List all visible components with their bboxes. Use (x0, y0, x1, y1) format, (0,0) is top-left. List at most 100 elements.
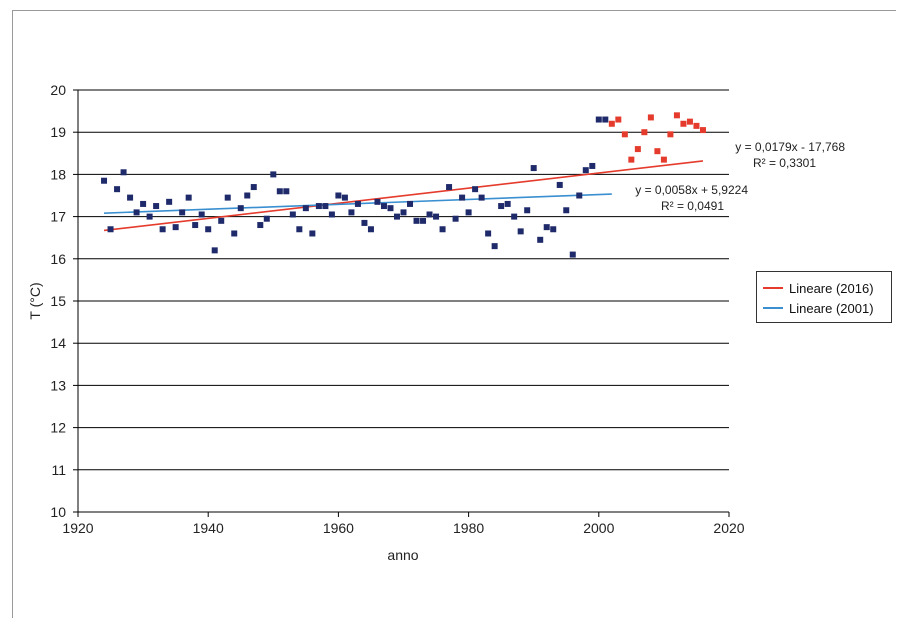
data-point (224, 194, 231, 201)
data-point (393, 213, 400, 220)
data-point (185, 194, 192, 201)
data-point (563, 207, 570, 214)
y-tick-label: 16 (50, 251, 66, 267)
axes (73, 89, 730, 517)
data-point (550, 226, 557, 233)
data-point (511, 213, 518, 220)
data-point (198, 211, 205, 218)
x-tick-label: 2020 (713, 520, 744, 536)
trendline-2016 (103, 160, 704, 232)
data-point (367, 226, 374, 233)
data-point (524, 207, 531, 214)
x-tick-label: 1920 (62, 520, 93, 536)
x-tick-label: 1940 (193, 520, 224, 536)
y-tick-label: 19 (50, 124, 66, 140)
data-point (159, 226, 166, 233)
data-point (263, 215, 270, 222)
legend-label-2016: Lineare (2016) (789, 280, 874, 296)
data-point (654, 148, 661, 155)
data-point (543, 224, 550, 231)
data-point (231, 230, 238, 237)
data-point (530, 165, 537, 172)
data-point (472, 186, 479, 193)
data-point (107, 226, 114, 233)
data-point (673, 112, 680, 119)
data-point (387, 205, 394, 212)
data-point (595, 116, 602, 123)
data-point (133, 209, 140, 216)
data-point (270, 171, 277, 178)
data-point (446, 184, 453, 191)
chart-frame (12, 10, 896, 618)
data-point (413, 217, 420, 224)
data-point (114, 186, 121, 193)
data-point (380, 203, 387, 210)
data-point (478, 194, 485, 201)
data-point (485, 230, 492, 237)
data-point (211, 247, 218, 254)
y-tick-label: 17 (50, 209, 66, 225)
data-point (589, 162, 596, 169)
data-point (348, 209, 355, 216)
data-point (537, 236, 544, 243)
data-point (498, 203, 505, 210)
data-point (452, 215, 459, 222)
data-point (693, 122, 700, 129)
data-point (257, 222, 264, 229)
data-point (641, 129, 648, 136)
data-point (582, 167, 589, 174)
equation-2001: y = 0,0058x + 5,9224 (635, 183, 748, 197)
data-point (400, 209, 407, 216)
data-point (250, 184, 257, 191)
data-point (628, 156, 635, 163)
data-point (205, 226, 212, 233)
data-point (166, 198, 173, 205)
y-axis-label: T (°C) (27, 282, 43, 319)
data-point (602, 116, 609, 123)
data-point (420, 217, 427, 224)
data-point (680, 120, 687, 127)
x-tick-label: 1960 (323, 520, 354, 536)
data-point (686, 118, 693, 125)
y-tick-label: 18 (50, 166, 66, 182)
data-point (556, 181, 563, 188)
data-point (153, 203, 160, 210)
data-point (621, 131, 628, 138)
data-point (101, 177, 108, 184)
data-point (322, 203, 329, 210)
x-tick-label: 2000 (583, 520, 614, 536)
data-point (244, 192, 251, 199)
y-tick-label: 12 (50, 420, 66, 436)
data-point (634, 146, 641, 153)
data-point (426, 211, 433, 218)
data-point (699, 127, 706, 134)
data-point (504, 200, 511, 207)
data-point (315, 203, 322, 210)
data-point (354, 200, 361, 207)
r2-2016: R² = 0,3301 (753, 156, 816, 170)
data-points (101, 112, 706, 258)
data-point (146, 213, 153, 220)
data-point (491, 243, 498, 250)
legend-label-2001: Lineare (2001) (789, 300, 874, 316)
data-point (309, 230, 316, 237)
data-point (127, 194, 134, 201)
x-axis-label: anno (387, 547, 418, 563)
data-point (459, 194, 466, 201)
data-point (335, 192, 342, 199)
data-point (179, 209, 186, 216)
trendlines (103, 160, 704, 232)
y-tick-label: 14 (50, 335, 66, 351)
y-tick-label: 13 (50, 377, 66, 393)
equation-2016: y = 0,0179x - 17,768 (735, 140, 845, 154)
data-point (576, 192, 583, 199)
data-point (192, 222, 199, 229)
legend-swatch-2016 (763, 287, 783, 289)
data-point (237, 205, 244, 212)
x-tick-label: 1980 (453, 520, 484, 536)
legend-swatch-2001 (763, 307, 783, 309)
data-point (660, 156, 667, 163)
data-point (120, 169, 127, 176)
